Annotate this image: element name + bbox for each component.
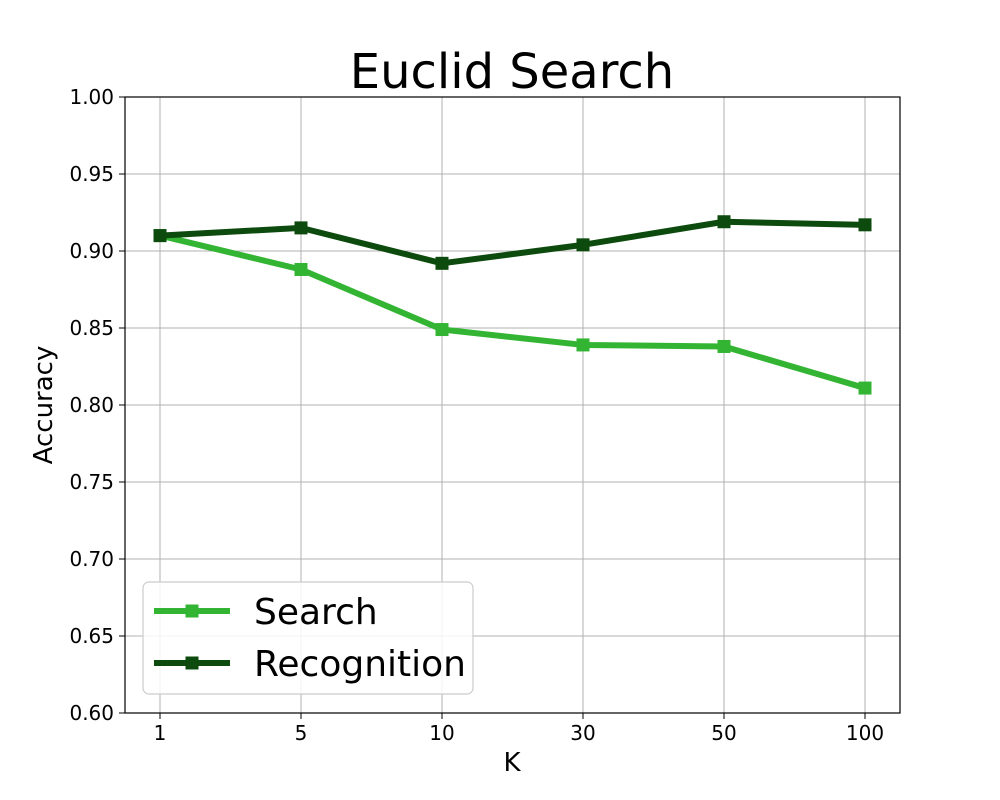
data-point	[717, 339, 731, 353]
data-point	[717, 215, 731, 229]
y-tick-label: 0.70	[69, 547, 114, 571]
x-tick-label: 5	[295, 721, 308, 745]
legend-item-search: Search	[154, 592, 378, 633]
legend-item-recognition: Recognition	[154, 644, 466, 685]
legend-marker	[185, 656, 199, 670]
data-point	[294, 262, 308, 276]
series-line	[159, 218, 866, 267]
x-tick-label: 50	[711, 721, 736, 745]
legend: Search Recognition	[142, 581, 474, 695]
y-axis-label: Accuracy	[29, 346, 59, 465]
y-axis: 0.60 0.65 0.70 0.75 0.80 0.85 0.90 0.95 1.00	[69, 85, 125, 725]
data-point	[435, 323, 449, 337]
series-recognition	[153, 215, 872, 270]
legend-marker	[185, 604, 199, 618]
series-layer	[153, 215, 872, 395]
y-tick-label: 0.95	[69, 162, 114, 186]
data-point	[153, 229, 167, 243]
x-tick-label: 10	[429, 721, 454, 745]
x-tick-label: 30	[570, 721, 595, 745]
grid	[125, 96, 900, 714]
y-tick-label: 0.85	[69, 316, 114, 340]
x-tick-label: 1	[154, 721, 167, 745]
data-point	[858, 381, 872, 395]
x-axis-label: K	[503, 748, 521, 778]
x-axis: 1 5 10 30 50 100	[154, 713, 884, 745]
y-tick-label: 0.60	[69, 701, 114, 725]
y-tick-label: 1.00	[69, 85, 114, 109]
y-tick-label: 0.65	[69, 624, 114, 648]
legend-label: Recognition	[254, 644, 466, 685]
data-point	[294, 221, 308, 235]
x-tick-label: 100	[846, 721, 884, 745]
chart-title: Euclid Search	[350, 44, 674, 100]
y-tick-label: 0.75	[69, 470, 114, 494]
data-point	[858, 218, 872, 232]
series-line	[159, 232, 866, 391]
legend-label: Search	[254, 592, 378, 633]
data-point	[435, 256, 449, 270]
y-tick-label: 0.90	[69, 239, 114, 263]
y-tick-label: 0.80	[69, 393, 114, 417]
data-point	[576, 338, 590, 352]
data-point	[576, 238, 590, 252]
